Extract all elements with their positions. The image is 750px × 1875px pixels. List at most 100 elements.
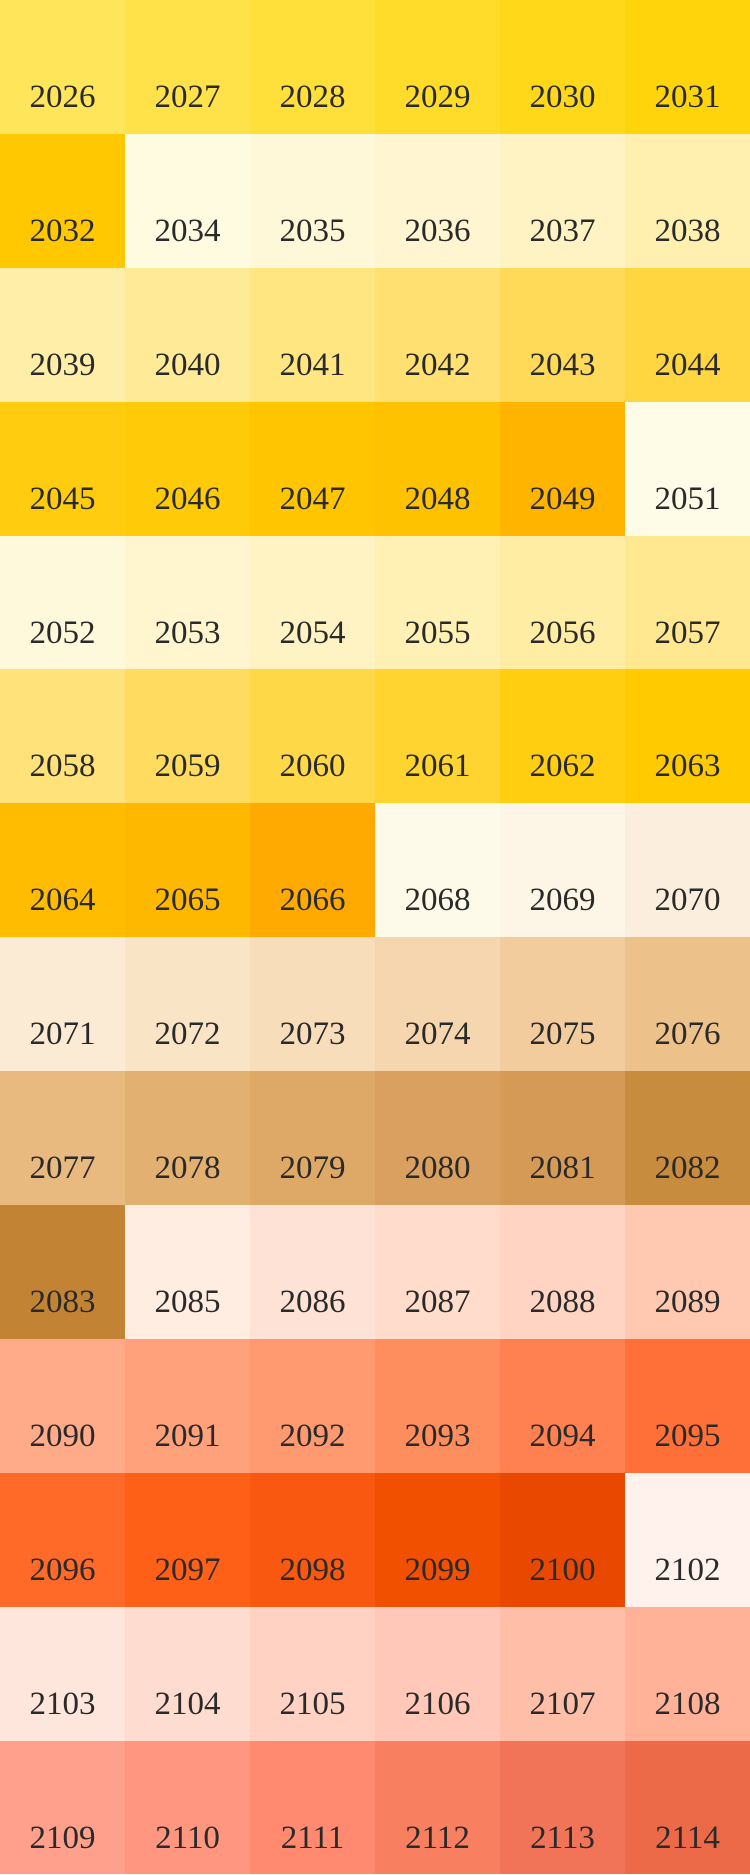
swatch-label: 2096 (29, 1551, 96, 1588)
color-swatch: 2089 (625, 1205, 750, 1339)
color-swatch: 2113 (500, 1740, 625, 1875)
swatch-label: 2095 (654, 1417, 721, 1454)
color-swatch: 2053 (125, 535, 250, 670)
color-swatch: 2108 (625, 1606, 750, 1741)
swatch-label: 2066 (279, 882, 346, 919)
color-swatch: 2048 (375, 401, 500, 536)
color-swatch: 2045 (0, 401, 125, 536)
color-swatch: 2080 (375, 1071, 500, 1206)
color-swatch: 2079 (250, 1071, 375, 1206)
swatch-label: 2058 (29, 748, 96, 785)
swatch-label: 2079 (279, 1150, 346, 1187)
color-swatch: 2069 (500, 803, 625, 938)
color-swatch: 2078 (125, 1071, 250, 1206)
swatch-label: 2060 (279, 748, 346, 785)
swatch-label: 2092 (279, 1417, 346, 1454)
swatch-label: 2110 (155, 1819, 220, 1856)
color-swatch: 2039 (0, 267, 125, 402)
swatch-label: 2036 (404, 212, 471, 249)
color-swatch: 2105 (250, 1606, 375, 1741)
swatch-label: 2104 (154, 1685, 221, 1722)
swatch-label: 2099 (404, 1551, 471, 1588)
swatch-label: 2042 (404, 346, 471, 383)
swatch-label: 2089 (654, 1284, 721, 1320)
color-swatch: 2104 (125, 1606, 250, 1741)
color-swatch: 2106 (375, 1606, 500, 1741)
swatch-label: 2108 (654, 1685, 721, 1722)
color-swatch: 2073 (250, 937, 375, 1072)
color-swatch: 2066 (250, 803, 375, 938)
color-swatch: 2087 (375, 1205, 500, 1339)
swatch-label: 2053 (154, 614, 221, 651)
color-swatch: 2031 (625, 0, 750, 134)
swatch-label: 2062 (529, 748, 596, 785)
swatch-label: 2035 (279, 212, 346, 249)
swatch-label: 2090 (29, 1417, 96, 1454)
swatch-label: 2026 (29, 78, 96, 115)
swatch-label: 2113 (530, 1819, 595, 1856)
swatch-label: 2083 (29, 1284, 96, 1320)
swatch-label: 2055 (404, 614, 471, 651)
swatch-label: 2100 (529, 1551, 596, 1588)
color-swatch: 2036 (375, 133, 500, 268)
color-swatch: 2029 (375, 0, 500, 134)
color-swatch: 2055 (375, 535, 500, 670)
color-swatch: 2032 (0, 133, 125, 268)
color-swatch: 2027 (125, 0, 250, 134)
color-swatch: 2074 (375, 937, 500, 1072)
color-swatch: 2077 (0, 1071, 125, 1206)
color-swatch: 2075 (500, 937, 625, 1072)
color-swatch: 2044 (625, 267, 750, 402)
color-swatch: 2043 (500, 267, 625, 402)
swatch-label: 2057 (654, 614, 721, 651)
swatch-label: 2107 (529, 1685, 596, 1722)
swatch-label: 2103 (29, 1685, 96, 1722)
color-swatch: 2037 (500, 133, 625, 268)
color-swatch: 2095 (625, 1338, 750, 1473)
swatch-label: 2069 (529, 882, 596, 919)
color-swatch: 2112 (375, 1740, 500, 1875)
swatch-label: 2075 (529, 1016, 596, 1053)
color-swatch: 2046 (125, 401, 250, 536)
swatch-label: 2029 (404, 78, 471, 115)
swatch-label: 2043 (529, 346, 596, 383)
color-swatch: 2026 (0, 0, 125, 134)
color-swatch: 2040 (125, 267, 250, 402)
swatch-label: 2059 (154, 748, 221, 785)
color-swatch: 2094 (500, 1338, 625, 1473)
swatch-label: 2045 (29, 480, 96, 517)
swatch-label: 2040 (154, 346, 221, 383)
color-swatch: 2110 (125, 1740, 250, 1875)
swatch-label: 2109 (29, 1819, 96, 1856)
color-swatch: 2082 (625, 1071, 750, 1206)
swatch-label: 2078 (154, 1150, 221, 1187)
color-swatch: 2109 (0, 1740, 125, 1875)
swatch-label: 2088 (529, 1284, 596, 1320)
color-swatch: 2057 (625, 535, 750, 670)
swatch-label: 2081 (529, 1150, 596, 1187)
swatch-label: 2072 (154, 1016, 221, 1053)
color-swatch: 2056 (500, 535, 625, 670)
swatch-label: 2070 (654, 882, 721, 919)
color-swatch: 2090 (0, 1338, 125, 1473)
color-swatch: 2085 (125, 1205, 250, 1339)
color-swatch: 2065 (125, 803, 250, 938)
color-swatch: 2058 (0, 669, 125, 804)
color-swatch: 2096 (0, 1472, 125, 1607)
color-swatch: 2068 (375, 803, 500, 938)
swatch-label: 2086 (279, 1284, 346, 1320)
color-swatch: 2070 (625, 803, 750, 938)
color-swatch: 2063 (625, 669, 750, 804)
color-swatch: 2072 (125, 937, 250, 1072)
swatch-label: 2111 (280, 1819, 345, 1856)
color-swatch: 2052 (0, 535, 125, 670)
color-swatch: 2061 (375, 669, 500, 804)
swatch-label: 2114 (655, 1819, 720, 1856)
swatch-label: 2027 (154, 78, 221, 115)
color-swatch: 2099 (375, 1472, 500, 1607)
color-swatch: 2054 (250, 535, 375, 670)
color-swatch: 2076 (625, 937, 750, 1072)
color-swatch: 2097 (125, 1472, 250, 1607)
color-swatch: 2102 (625, 1472, 750, 1607)
